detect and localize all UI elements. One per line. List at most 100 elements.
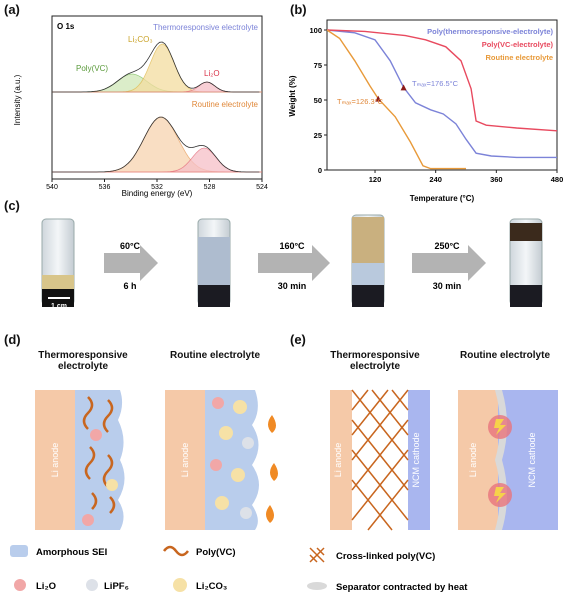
xps-peak-0 bbox=[52, 116, 262, 173]
xps-peak-li2o: Li₂O bbox=[204, 69, 220, 78]
tga-legend-vc: Poly(VC-electrolyte) bbox=[482, 40, 554, 49]
panel-d-label: (d) bbox=[4, 332, 21, 347]
panel-b-label: (b) bbox=[290, 2, 307, 17]
d-schematic: Li anode Li anode Amorphous SEI Poly(VC)… bbox=[10, 390, 278, 592]
e-schematic: Li anode NCM cathode Li anode NCM cathod… bbox=[307, 389, 558, 593]
xps-bottom-spectrum bbox=[52, 116, 262, 173]
legend-li2o-swatch bbox=[14, 579, 26, 591]
panel-c-label: (c) bbox=[4, 198, 20, 213]
e-spark-icon-1 bbox=[494, 419, 506, 435]
step3-temp: 250°C bbox=[434, 241, 460, 251]
arrow-3 bbox=[412, 245, 486, 281]
legend-polyvc: Poly(VC) bbox=[196, 547, 236, 558]
tga-y-tick: 100 bbox=[309, 26, 322, 35]
d-fire-icons bbox=[266, 415, 278, 523]
tga-x-tick: 480 bbox=[551, 175, 564, 184]
tga-x-tick: 360 bbox=[490, 175, 503, 184]
xps-envelope bbox=[52, 116, 260, 173]
e-left-cathode-label: NCM cathode bbox=[411, 432, 421, 487]
tga-y-tick: 0 bbox=[318, 166, 322, 175]
tga-xlabel: Temperature (°C) bbox=[410, 194, 475, 203]
legend-separator: Separator contracted by heat bbox=[336, 582, 468, 593]
step3-time: 30 min bbox=[433, 281, 462, 291]
d-right-anode-label: Li anode bbox=[180, 443, 190, 478]
d-title-right: Routine electrolyte bbox=[169, 350, 261, 361]
vial-1 bbox=[41, 218, 75, 307]
e-left-mesh bbox=[351, 389, 409, 531]
legend-li2o: Li₂O bbox=[36, 581, 56, 592]
tga-chart: 120 240 360 480 0 25 50 75 100 Weight (%) Temper… bbox=[288, 19, 564, 203]
scale-bar bbox=[48, 297, 70, 299]
xps-chart: 540 536 532 528 524 Intensity (a.u.) Binding… bbox=[13, 15, 268, 198]
tga-line-1 bbox=[326, 29, 558, 132]
tga-x-tick: 240 bbox=[429, 175, 442, 184]
xps-ylabel: Intensity (a.u.) bbox=[13, 74, 22, 125]
xps-xlabel: Binding energy (eV) bbox=[122, 189, 193, 198]
step2-time: 30 min bbox=[278, 281, 307, 291]
e-left-cathode bbox=[408, 390, 430, 530]
tga-legend-thermo: Poly(thermoresponsive-electrolyte) bbox=[427, 27, 553, 36]
xps-x-ticks: 540 536 532 528 524 bbox=[46, 179, 268, 191]
legend-crosslinked-swatch bbox=[309, 547, 325, 563]
panel-a-label: (a) bbox=[4, 2, 20, 17]
legend-lipf6: LiPF₆ bbox=[104, 581, 129, 592]
xps-tick-label: 532 bbox=[151, 184, 163, 191]
xps-tag: O 1s bbox=[57, 22, 75, 31]
d-left-polyvc bbox=[82, 396, 116, 514]
e-left-anode bbox=[330, 390, 352, 530]
vial-2 bbox=[197, 218, 231, 307]
e-spark-icon-2 bbox=[494, 487, 506, 503]
tga-frame bbox=[326, 19, 558, 171]
tga-x-tick: 120 bbox=[369, 175, 382, 184]
tga-ann-thermo: Tₘₐₓ=176.5°C bbox=[412, 79, 459, 88]
xps-tick-label: 536 bbox=[99, 184, 111, 191]
d-left-li2co3 bbox=[106, 479, 118, 491]
e-left-anode-label: Li anode bbox=[333, 443, 343, 478]
xps-tick-label: 524 bbox=[256, 184, 268, 191]
panel-e-label: (e) bbox=[290, 332, 306, 347]
d-left-sei bbox=[75, 390, 125, 530]
d-left-li2o bbox=[82, 514, 94, 526]
xps-top-spectrum bbox=[52, 41, 262, 93]
legend-li2co3: Li₂CO₃ bbox=[196, 581, 227, 592]
legend-sei: Amorphous SEI bbox=[36, 547, 107, 558]
arrow-2 bbox=[258, 245, 330, 281]
e-right-cathode-label: NCM cathode bbox=[527, 432, 537, 487]
e-title-left: Thermoresponsive electrolyte bbox=[330, 350, 420, 372]
vial-4 bbox=[509, 218, 543, 307]
tga-line-0 bbox=[326, 29, 557, 159]
e-right-cathode bbox=[498, 390, 558, 530]
tga-line-2 bbox=[326, 29, 466, 170]
step1-temp: 60°C bbox=[120, 241, 141, 251]
xps-bottom-label: Routine electrolyte bbox=[192, 100, 259, 109]
xps-peak-li2co3: Li₂CO₃ bbox=[128, 35, 153, 44]
xps-envelope bbox=[52, 41, 260, 93]
tga-marker-routine bbox=[375, 95, 382, 102]
legend-separator-swatch bbox=[307, 582, 327, 590]
d-right-particles bbox=[210, 397, 254, 519]
xps-top-label: Thermoresponsive electrolyte bbox=[153, 23, 258, 32]
xps-tick-label: 528 bbox=[204, 184, 216, 191]
tga-y-tick: 75 bbox=[314, 61, 322, 70]
d-left-li2o bbox=[90, 429, 102, 441]
tga-ylabel: Weight (%) bbox=[288, 75, 297, 117]
legend-sei-swatch bbox=[10, 545, 28, 557]
tga-ann-routine: Tₘₐₓ=126.3°C bbox=[337, 97, 384, 106]
e-title-right: Routine electrolyte bbox=[459, 350, 551, 361]
vial-3 bbox=[351, 214, 385, 307]
legend-crosslinked: Cross-linked poly(VC) bbox=[336, 551, 435, 562]
arrow-1 bbox=[104, 245, 158, 281]
vial-photos: 1 cm 60°C 6 h 160°C 30 min 250°C 30 min bbox=[41, 214, 543, 310]
tga-y-tick: 50 bbox=[314, 96, 322, 105]
tga-legend-routine: Routine electrolyte bbox=[485, 53, 553, 62]
tga-y-tick: 25 bbox=[314, 131, 322, 140]
legend-polyvc-swatch bbox=[163, 545, 189, 557]
e-right-anode bbox=[458, 390, 498, 530]
d-right-sei bbox=[205, 390, 259, 530]
step2-temp: 160°C bbox=[279, 241, 305, 251]
xps-tick-label: 540 bbox=[46, 184, 58, 191]
tga-lines bbox=[326, 29, 558, 170]
scale-label: 1 cm bbox=[51, 303, 67, 310]
d-left-anode bbox=[35, 390, 75, 530]
tga-marker-thermo bbox=[400, 84, 407, 91]
